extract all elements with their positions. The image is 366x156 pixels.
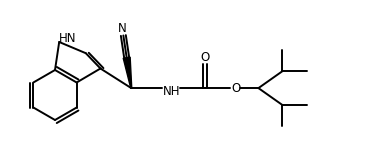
Polygon shape xyxy=(123,57,132,88)
Text: HN: HN xyxy=(59,32,76,46)
Text: N: N xyxy=(118,22,127,35)
Text: O: O xyxy=(201,51,210,64)
Text: O: O xyxy=(232,82,241,95)
Text: NH: NH xyxy=(163,85,181,98)
